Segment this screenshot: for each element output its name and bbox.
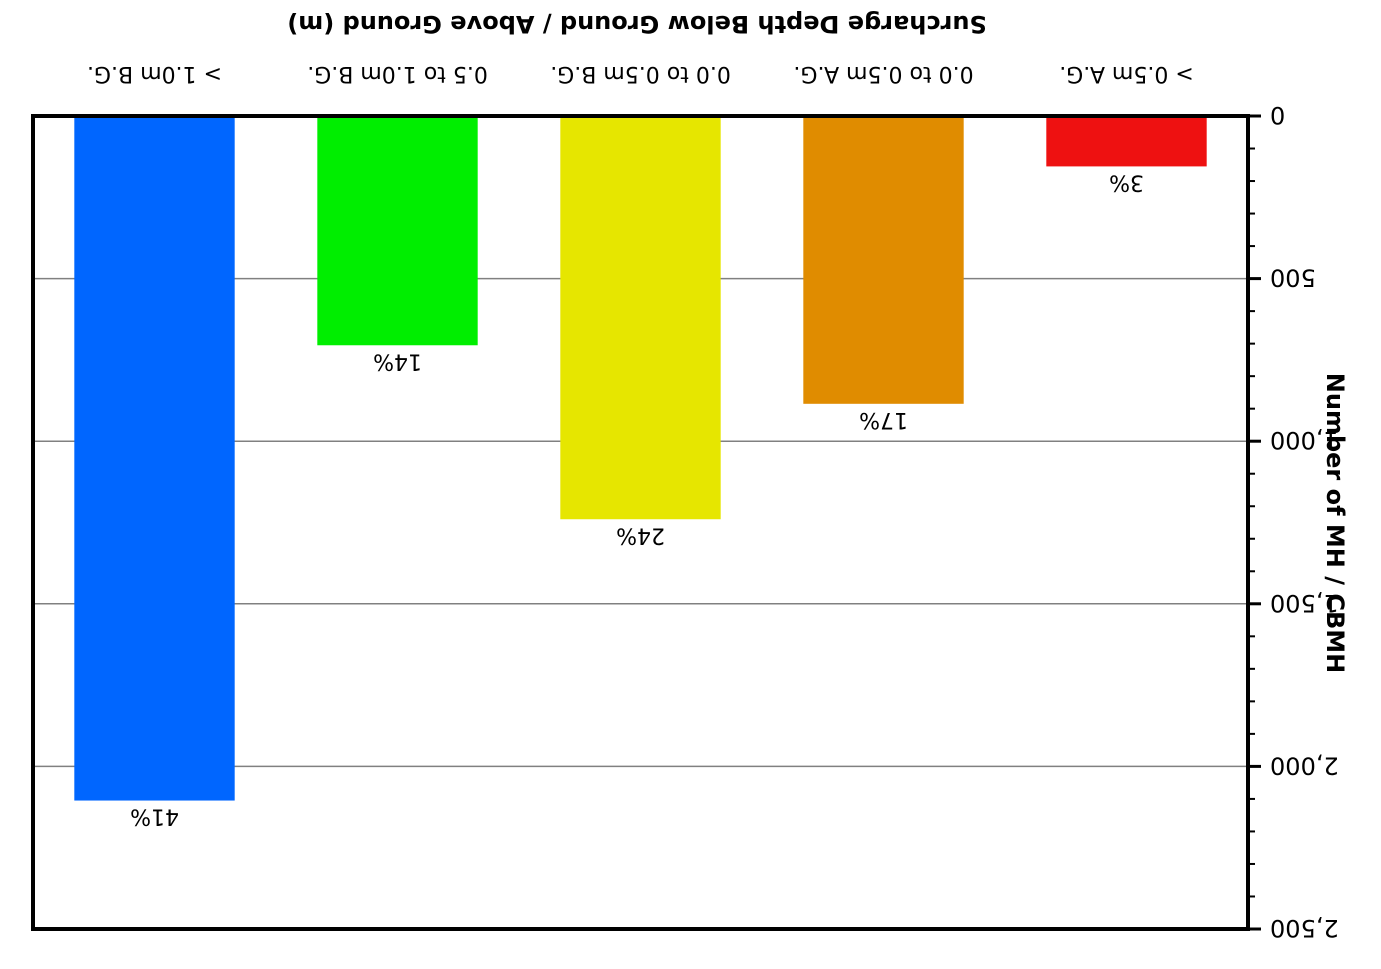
data-label: 41%	[130, 804, 179, 829]
bar	[317, 116, 478, 346]
category-label: 0.0 to 0.5m A.G.	[793, 61, 973, 86]
data-label: 3%	[1109, 169, 1144, 194]
category-labels: > 1.0m B.G. 0.5 to 1.0m B.G. 0.0 to 0.5m B…	[87, 61, 1194, 86]
data-labels: 41% 14% 24% 17% 3%	[130, 169, 1144, 828]
x-axis-title: Surcharge Depth Below Ground / Above Gro…	[287, 10, 987, 38]
y-tick-label: 500	[1270, 264, 1316, 292]
y-axis-ticks: 0 500 1,000 1,500 2,000 2,500	[1248, 101, 1339, 942]
category-label: 0.5 to 1.0m B.G.	[307, 61, 488, 86]
category-label: > 0.5m A.G.	[1059, 61, 1194, 86]
data-label: 14%	[373, 348, 422, 373]
bars	[74, 116, 1207, 801]
y-tick-label: 1,500	[1270, 589, 1339, 617]
bar	[1046, 116, 1207, 167]
y-tick-label: 0	[1270, 101, 1285, 129]
category-label: 0.0 to 0.5m B.G.	[550, 61, 731, 86]
y-axis-title: Number of MH / CBMH	[1321, 373, 1349, 673]
bar	[560, 116, 721, 520]
bar	[803, 116, 964, 404]
data-label: 17%	[859, 407, 908, 432]
y-tick-label: 2,000	[1270, 751, 1339, 779]
data-label: 24%	[616, 522, 665, 547]
category-label: > 1.0m B.G.	[87, 61, 222, 86]
y-tick-label: 1,000	[1270, 426, 1339, 454]
plot-frame	[31, 114, 1250, 931]
bar	[74, 116, 235, 801]
y-tick-label: 2,500	[1270, 914, 1339, 942]
